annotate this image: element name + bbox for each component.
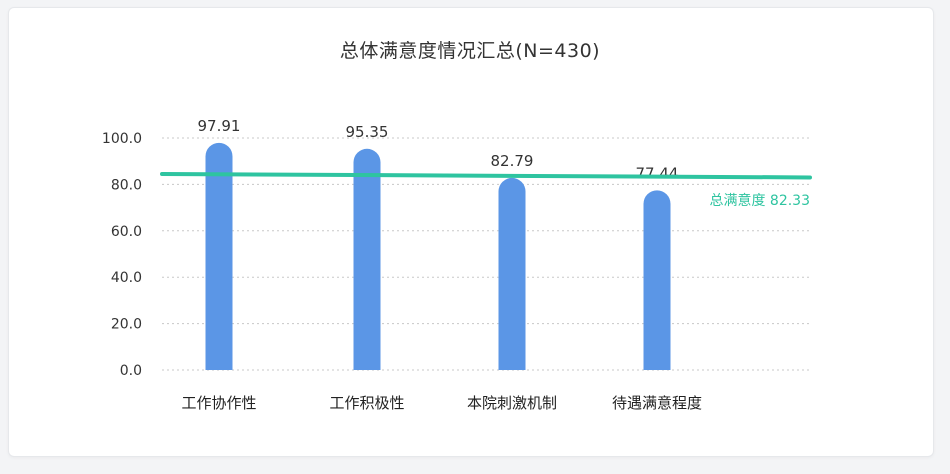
y-tick-label: 0.0	[120, 363, 142, 379]
bar	[498, 177, 526, 370]
reference-line-group: 总满意度 82.33	[160, 171, 812, 209]
y-tick-label: 20.0	[111, 317, 142, 333]
bars	[205, 142, 671, 370]
category-label: 待遇满意程度	[612, 394, 702, 412]
bar	[643, 190, 671, 370]
category-label: 本院刺激机制	[467, 394, 557, 412]
y-tick-label: 60.0	[111, 224, 142, 240]
y-tick-label: 80.0	[111, 177, 142, 193]
bar	[205, 142, 233, 370]
reference-line	[160, 171, 812, 180]
data-label: 95.35	[346, 123, 389, 141]
x-axis-categories: 工作协作性 工作积极性 本院刺激机制 待遇满意程度	[181, 394, 702, 412]
y-tick-label: 40.0	[111, 270, 142, 286]
chart-card	[8, 7, 934, 457]
gridlines	[162, 137, 810, 371]
data-labels: 97.91 95.35 82.79 77.44	[198, 117, 679, 182]
bar	[353, 148, 381, 370]
reference-line-label: 总满意度 82.33	[709, 192, 810, 209]
category-label: 工作积极性	[329, 394, 404, 412]
y-tick-label: 100.0	[102, 131, 142, 147]
y-axis-ticks: 0.0 20.0 40.0 60.0 80.0 100.0	[102, 131, 142, 379]
chart-title: 总体满意度情况汇总(N=430)	[339, 40, 601, 62]
category-label: 工作协作性	[181, 394, 256, 412]
data-label: 97.91	[198, 117, 241, 135]
data-label: 77.44	[636, 164, 679, 182]
data-label: 82.79	[491, 152, 534, 170]
